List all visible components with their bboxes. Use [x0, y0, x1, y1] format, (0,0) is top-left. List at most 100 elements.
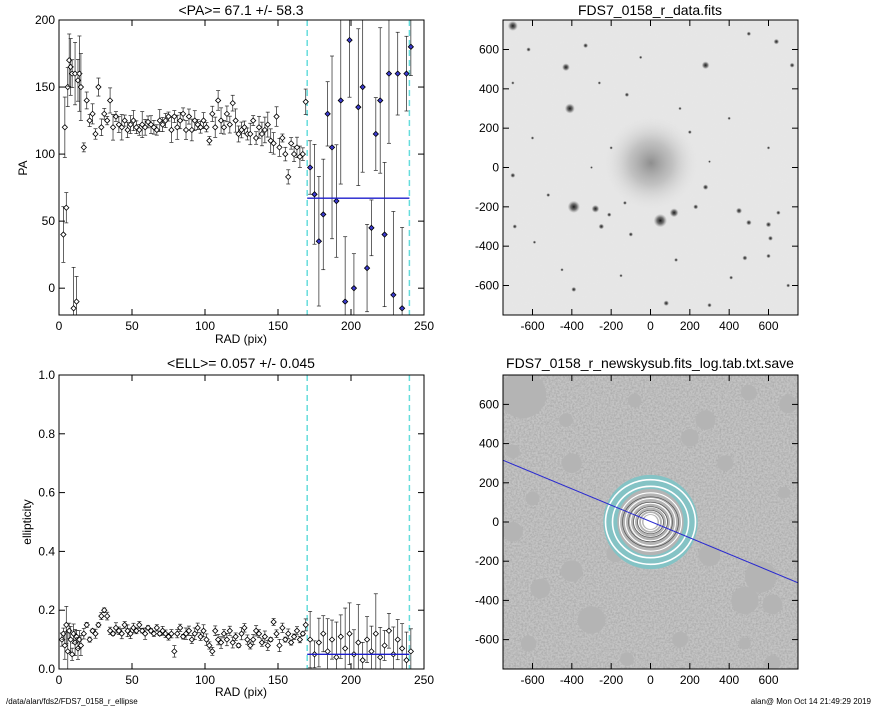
data-point: [159, 121, 166, 128]
isophote-contour: [637, 509, 664, 535]
mask-region: [731, 586, 759, 615]
data-point: [83, 97, 90, 104]
y-tick-label: 0.6: [38, 486, 55, 500]
data-point: [324, 110, 331, 118]
data-point: [355, 639, 362, 646]
data-point: [150, 630, 158, 637]
x-tick-label: 200: [341, 673, 361, 687]
data-point: [214, 636, 222, 643]
data-point: [212, 627, 219, 634]
star-source: [765, 221, 772, 228]
data-point: [179, 110, 187, 118]
data-point: [112, 113, 120, 120]
y-tick-label: 150: [35, 80, 55, 94]
data-point: [306, 164, 314, 171]
data-point: [377, 97, 384, 104]
star-source: [591, 204, 600, 213]
x-tick-label: 250: [414, 319, 434, 333]
data-point: [165, 113, 172, 120]
data-point: [63, 204, 70, 211]
data-point: [320, 211, 327, 218]
data-point: [247, 642, 254, 649]
mask-region: [778, 486, 791, 499]
pa-panel-title: <PA>= 67.1 +/- 58.3: [178, 2, 303, 18]
data-point: [270, 618, 277, 626]
data-point: [67, 636, 74, 643]
data-point: [359, 657, 366, 664]
data-image-title: FDS7_0158_r_data.fits: [578, 2, 722, 18]
data-point: [346, 630, 353, 637]
data-point: [217, 639, 225, 646]
x-tick-label: 100: [195, 673, 215, 687]
mask-region: [503, 375, 547, 419]
data-point: [95, 621, 102, 629]
x-tick-label: -200: [599, 319, 623, 333]
data-point: [261, 126, 269, 134]
data-point: [287, 639, 295, 646]
star-source: [590, 166, 593, 169]
data-point: [177, 117, 184, 124]
x-tick-label: 400: [719, 673, 739, 687]
galaxy-halo: [603, 115, 699, 211]
data-point: [235, 130, 242, 138]
y-tick-label: 0.4: [38, 544, 55, 558]
data-point: [165, 633, 172, 640]
mask-region: [562, 453, 582, 474]
data-point: [104, 612, 111, 620]
star-source: [571, 286, 577, 292]
data-point: [168, 630, 175, 637]
y-tick-label: -200: [475, 554, 499, 568]
data-point: [144, 624, 152, 632]
data-point: [220, 124, 228, 131]
y-tick-label: 100: [35, 147, 55, 161]
x-tick-label: 400: [719, 319, 739, 333]
data-point: [130, 117, 137, 124]
data-point: [71, 639, 79, 646]
data-point: [220, 630, 228, 637]
y-tick-label: 0: [48, 281, 55, 295]
data-point: [133, 627, 140, 634]
data-point: [372, 630, 379, 637]
isophote-ellipse: [611, 485, 690, 559]
data-point: [250, 636, 257, 643]
star-source: [773, 38, 780, 45]
data-point: [302, 621, 309, 629]
data-point: [385, 70, 393, 77]
star-source: [746, 31, 752, 37]
data-point: [377, 654, 384, 661]
data-point: [235, 642, 242, 649]
x-tick-label: 0: [56, 673, 63, 687]
star-source: [562, 63, 570, 72]
star-source: [766, 253, 771, 259]
mask-region: [520, 635, 537, 652]
mask-region: [740, 384, 757, 401]
data-point: [296, 636, 304, 643]
y-tick-label: 50: [42, 214, 56, 228]
data-point: [363, 264, 371, 272]
data-point: [287, 140, 295, 147]
data-point: [279, 134, 286, 142]
y-tick-label: 400: [479, 82, 499, 96]
mask-region: [627, 393, 642, 408]
star-source: [526, 47, 531, 52]
star-source: [653, 213, 668, 228]
data-point: [89, 627, 96, 634]
star-source: [693, 204, 699, 210]
data-point: [217, 117, 225, 124]
data-point: [92, 130, 99, 138]
data-point: [188, 636, 196, 643]
ell-axes: 0 50 100 150 200 250 0.0 0.2 0.4 0.6 0.8 1.0: [38, 368, 434, 687]
data-point: [341, 645, 349, 652]
data-point: [264, 121, 271, 128]
data-point: [203, 124, 210, 131]
data-point: [355, 103, 362, 111]
data-point: [226, 121, 233, 128]
mask-region: [561, 560, 583, 582]
y-tick-label: 0.2: [38, 603, 55, 617]
x-tick-label: 0: [647, 673, 654, 687]
star-source: [735, 207, 743, 214]
star-source: [597, 81, 602, 85]
data-point: [177, 624, 184, 632]
data-point: [83, 621, 90, 629]
